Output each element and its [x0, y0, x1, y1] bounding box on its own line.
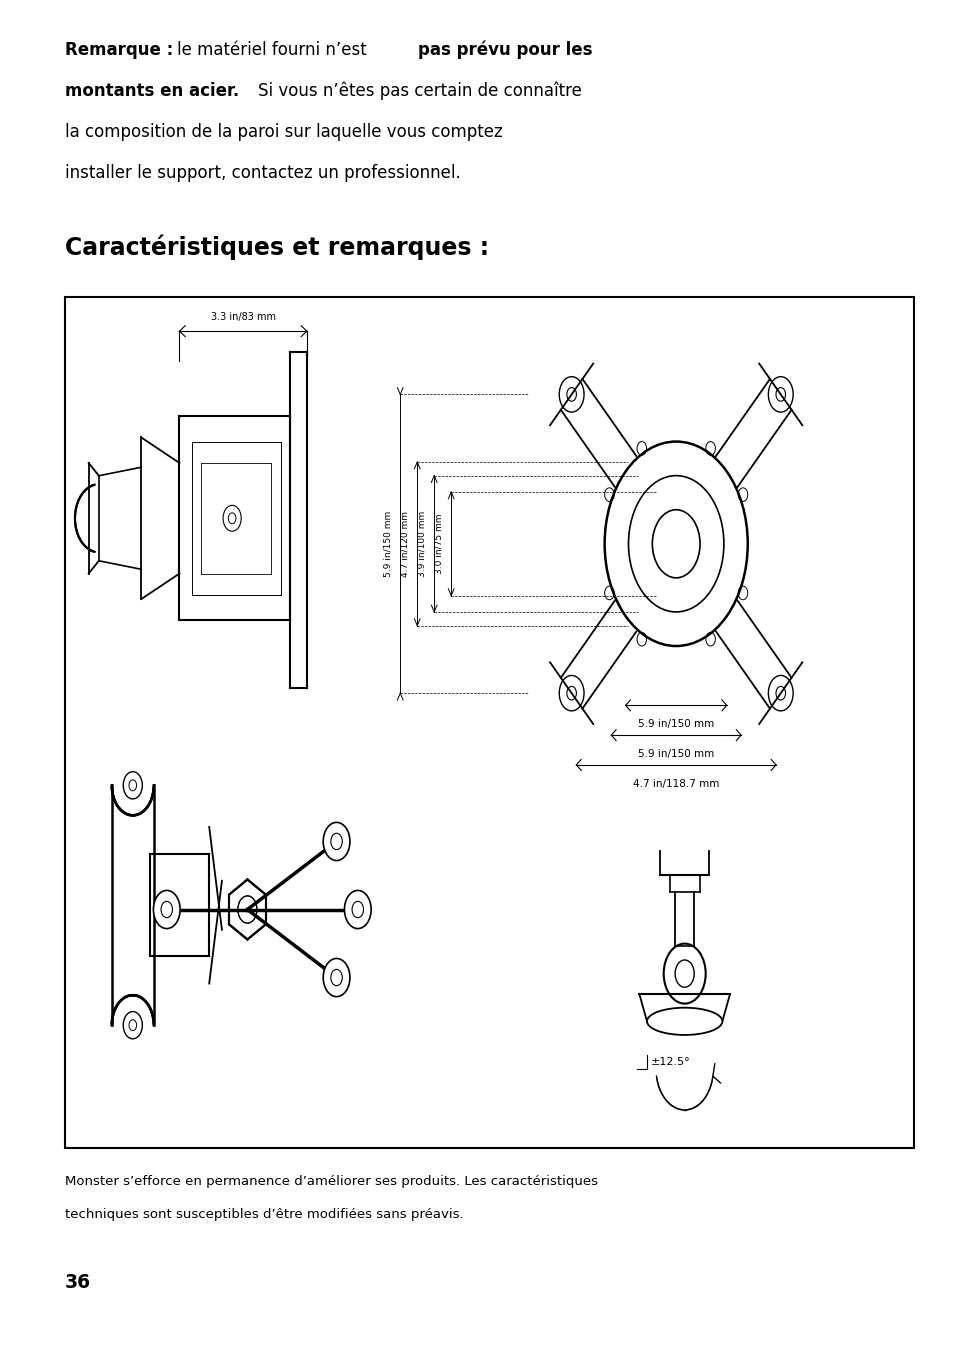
Text: 36: 36 — [65, 1273, 91, 1292]
Text: montants en acier.: montants en acier. — [65, 82, 239, 99]
Text: le matériel fourni n’est: le matériel fourni n’est — [177, 41, 367, 59]
Text: Si vous n’êtes pas certain de connaître: Si vous n’êtes pas certain de connaître — [257, 82, 580, 101]
Text: 3.0 in/75 mm: 3.0 in/75 mm — [435, 514, 443, 574]
Text: 5.9 in/150 mm: 5.9 in/150 mm — [638, 720, 714, 729]
Text: techniques sont susceptibles d’être modifiées sans préavis.: techniques sont susceptibles d’être modi… — [65, 1208, 463, 1221]
Text: installer le support, contactez un professionnel.: installer le support, contactez un profe… — [65, 164, 460, 181]
Text: 5.9 in/150 mm: 5.9 in/150 mm — [638, 748, 714, 759]
Text: 5.9 in/150 mm: 5.9 in/150 mm — [383, 511, 393, 577]
Text: 3.9 in/100 mm: 3.9 in/100 mm — [417, 511, 426, 577]
Text: 3.3 in/83 mm: 3.3 in/83 mm — [211, 312, 275, 322]
Text: pas prévu pour les: pas prévu pour les — [417, 41, 592, 60]
Text: la composition de la paroi sur laquelle vous comptez: la composition de la paroi sur laquelle … — [65, 123, 502, 140]
Text: Remarque :: Remarque : — [65, 41, 172, 59]
Text: Monster s’efforce en permanence d’améliorer ses produits. Les caractéristiques: Monster s’efforce en permanence d’amélio… — [65, 1175, 598, 1189]
Text: 4.7 in/120 mm: 4.7 in/120 mm — [400, 511, 409, 577]
Text: ±12.5°: ±12.5° — [650, 1058, 689, 1067]
Text: Caractéristiques et remarques :: Caractéristiques et remarques : — [65, 234, 489, 260]
Text: 4.7 in/118.7 mm: 4.7 in/118.7 mm — [633, 778, 719, 789]
